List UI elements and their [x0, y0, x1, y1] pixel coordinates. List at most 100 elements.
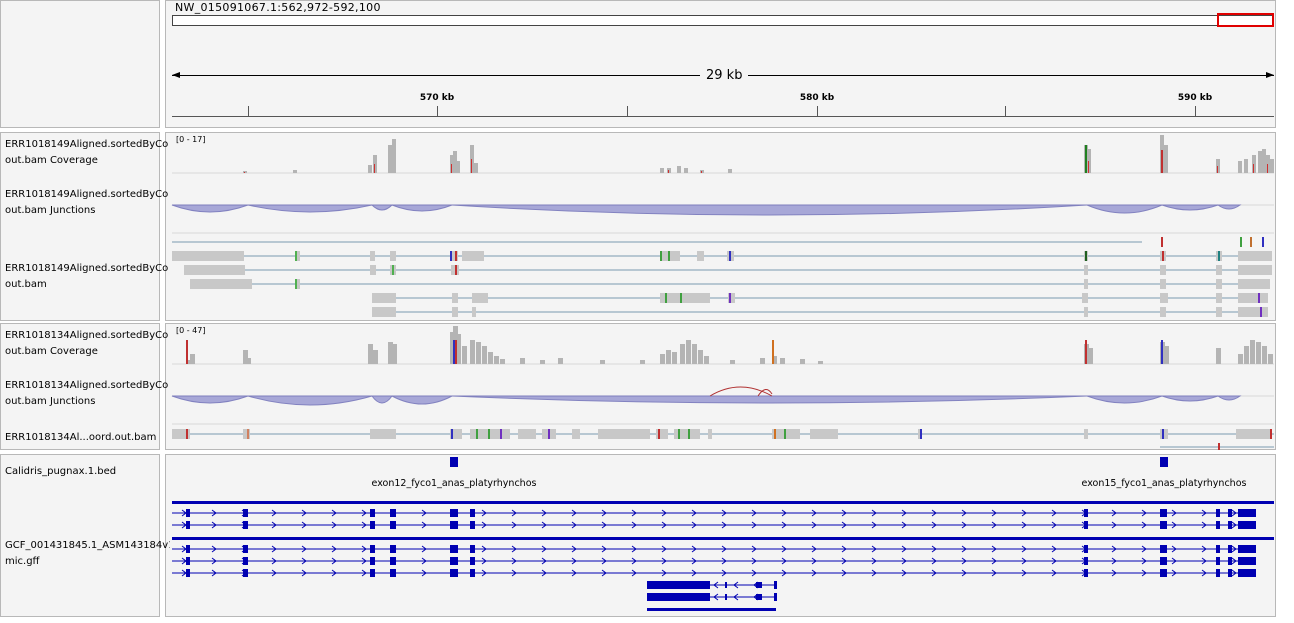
junction-arc	[171, 204, 249, 213]
coverage-bar	[190, 354, 195, 364]
strand-arrow	[571, 521, 577, 529]
coverage-mismatch-mark	[1085, 340, 1087, 364]
ruler-tick	[1195, 106, 1196, 117]
ruler-baseline	[172, 116, 1274, 117]
coverage-range-2: [0 - 47]	[176, 326, 206, 335]
track-name-bed[interactable]: Calidris_pugnax.1.bed	[5, 466, 117, 477]
strand-arrow	[991, 509, 997, 517]
transcript-exon	[243, 569, 248, 577]
strand-arrow	[541, 569, 547, 577]
read-mismatch	[476, 429, 478, 439]
read-block	[708, 429, 712, 439]
strand-arrow	[871, 557, 877, 565]
coverage-bar	[520, 358, 525, 364]
strand-arrow	[1231, 545, 1237, 553]
strand-arrow	[331, 557, 337, 565]
strand-arrow	[631, 545, 637, 553]
transcript-exon	[370, 521, 375, 529]
strand-arrow	[331, 569, 337, 577]
coverage-mismatch-mark	[668, 170, 669, 173]
transcript-exon	[450, 545, 458, 553]
transcript-exon	[1160, 521, 1167, 529]
strand-arrow	[961, 545, 967, 553]
strand-arrow	[571, 569, 577, 577]
coverage-mismatch-mark	[455, 340, 457, 364]
track-name-cov2[interactable]: ERR1018134Aligned.sortedByCo out.bam Cov…	[5, 330, 169, 357]
coverage-bar	[728, 169, 732, 173]
read-block	[472, 307, 476, 317]
transcript-exon	[1238, 569, 1256, 577]
read-block	[1216, 265, 1222, 275]
coverage-bar	[243, 350, 248, 364]
transcript-exon	[450, 557, 458, 565]
transcript-exon	[774, 593, 777, 601]
transcript-exon	[1160, 509, 1167, 517]
junction-arc	[451, 395, 1088, 404]
read-block	[1082, 293, 1088, 303]
strand-arrow	[271, 509, 277, 517]
coverage-mismatch-mark	[1267, 164, 1268, 173]
read-mismatch	[1240, 237, 1242, 247]
track-name-gff[interactable]: GCF_001431845.1_ASM143184v1 mic.gff	[5, 540, 170, 567]
coverage-bar	[760, 358, 765, 364]
transcript-exon	[1238, 545, 1256, 553]
transcript-exon	[186, 521, 190, 529]
coverage-bar	[692, 344, 697, 364]
annotation-name-panel	[0, 454, 160, 617]
read-block	[1236, 429, 1272, 439]
strand-arrow	[1051, 557, 1057, 565]
track-name-bam1[interactable]: ERR1018149Aligned.sortedByCo out.bam	[5, 263, 169, 290]
ruler-tick	[1005, 106, 1006, 117]
read-block	[1084, 279, 1088, 289]
read-mismatch	[451, 429, 453, 439]
strand-arrow	[931, 569, 937, 577]
strand-arrow	[1231, 557, 1237, 565]
read-mismatch	[455, 251, 457, 261]
read-block	[370, 265, 376, 275]
strand-arrow	[1111, 557, 1117, 565]
track-name-cov1[interactable]: ERR1018149Aligned.sortedByCo out.bam Cov…	[5, 139, 169, 166]
strand-arrow	[961, 569, 967, 577]
coverage-bar	[780, 358, 785, 364]
transcript-exon	[1084, 557, 1088, 565]
read-mismatch	[729, 251, 731, 261]
read-mismatch	[295, 251, 297, 261]
strand-arrow	[1171, 545, 1177, 553]
transcript-exon	[1216, 569, 1220, 577]
junction-arc	[451, 204, 1088, 216]
gene-model-thick-line	[172, 537, 1274, 540]
sample2-name-panel	[0, 323, 160, 450]
transcript-exon	[725, 582, 727, 588]
read-mismatch	[1085, 251, 1087, 261]
strand-arrow	[661, 521, 667, 529]
strand-arrow	[1171, 557, 1177, 565]
read-block	[1160, 293, 1168, 303]
strand-arrow	[1141, 509, 1147, 517]
junction-arc	[247, 395, 373, 406]
track-name-junc1[interactable]: ERR1018149Aligned.sortedByCo out.bam Jun…	[5, 189, 169, 216]
strand-arrow	[961, 521, 967, 529]
coverage-bar	[246, 358, 251, 364]
strand-arrow	[601, 569, 607, 577]
strand-arrow	[541, 521, 547, 529]
strand-arrow	[991, 521, 997, 529]
strand-arrow	[361, 545, 367, 553]
strand-arrow	[931, 545, 937, 553]
strand-arrow	[361, 569, 367, 577]
track-name-bam2[interactable]: ERR1018134Al...oord.out.bam	[5, 432, 157, 443]
transcript-exon	[1238, 509, 1256, 517]
junction-arc	[247, 204, 373, 213]
bed-feature-label-exon12[interactable]: exon12_fyco1_anas_platyrhynchos	[371, 478, 537, 489]
strand-arrow	[721, 509, 727, 517]
transcript-exon	[470, 521, 475, 529]
transcript-exon	[243, 557, 248, 565]
track-name-junc2[interactable]: ERR1018134Aligned.sortedByCo out.bam Jun…	[5, 380, 169, 407]
read-block	[190, 279, 252, 289]
bed-feature-label-exon15[interactable]: exon15_fyco1_anas_platyrhynchos	[1081, 478, 1247, 489]
coverage-bar	[470, 340, 475, 364]
coverage-bar	[666, 350, 671, 364]
transcript-exon	[390, 545, 396, 553]
junction-arc	[1216, 204, 1242, 210]
gene-model-thick-line	[172, 501, 1274, 504]
